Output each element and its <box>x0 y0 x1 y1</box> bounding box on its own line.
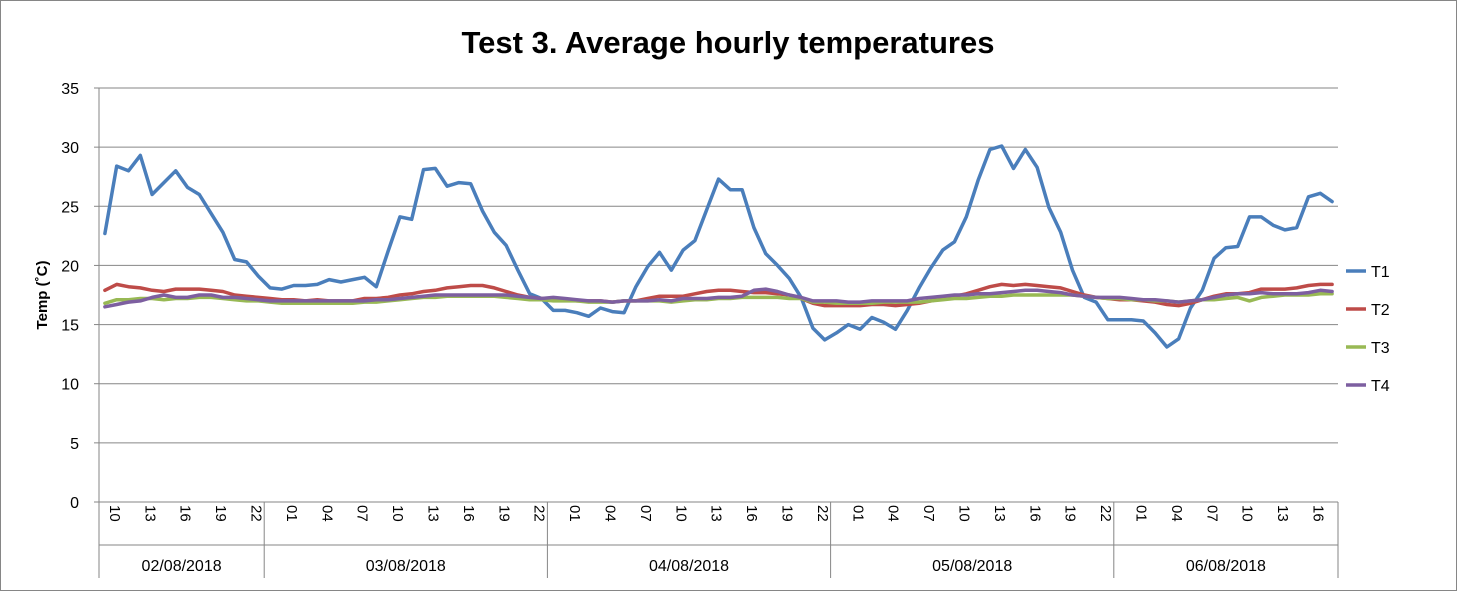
y-tick-label: 25 <box>61 199 79 216</box>
x-tick-label: 16 <box>1026 505 1043 522</box>
legend-label: T1 <box>1371 264 1390 281</box>
x-tick-label: 04 <box>1168 505 1185 522</box>
series-line-t4 <box>103 287 1334 309</box>
x-tick-label: 16 <box>177 505 194 522</box>
x-tick-label: 16 <box>1310 505 1327 522</box>
y-tick-label: 20 <box>61 258 79 275</box>
x-tick-label: 04 <box>885 505 902 522</box>
legend-label: T4 <box>1371 378 1390 395</box>
x-tick-label: 01 <box>849 505 866 522</box>
x-tick-label: 13 <box>708 505 725 522</box>
x-day-label: 05/08/2018 <box>932 558 1012 575</box>
x-tick-label: 16 <box>460 505 477 522</box>
x-tick-label: 19 <box>1062 505 1079 522</box>
x-tick-label: 07 <box>354 505 371 522</box>
y-tick-label: 5 <box>70 436 79 453</box>
x-day-label: 06/08/2018 <box>1186 558 1266 575</box>
x-tick-label: 10 <box>106 505 123 522</box>
y-axis-label: Temp (˚C) <box>34 261 51 330</box>
x-day-label: 02/08/2018 <box>142 558 222 575</box>
legend: T1 T2 T3 T4 <box>1346 264 1390 395</box>
x-tick-label: 13 <box>425 505 442 522</box>
x-tick-label: 22 <box>248 505 265 522</box>
chart-title: Test 3. Average hourly temperatures <box>462 25 995 60</box>
x-tick-label: 19 <box>495 505 512 522</box>
x-day-label: 04/08/2018 <box>649 558 729 575</box>
x-tick-label: 22 <box>531 505 548 522</box>
x-tick-label: 13 <box>1274 505 1291 522</box>
x-day-label: 03/08/2018 <box>366 558 446 575</box>
x-tick-label: 07 <box>1203 505 1220 522</box>
y-tick-label: 35 <box>61 81 79 98</box>
x-tick-label: 22 <box>814 505 831 522</box>
x-tick-label: 10 <box>1239 505 1256 522</box>
legend-label: T3 <box>1371 340 1390 357</box>
y-tick-label: 10 <box>61 377 79 394</box>
x-tick-label: 01 <box>283 505 300 522</box>
x-tick-label: 01 <box>1133 505 1150 522</box>
y-tick-label: 0 <box>70 495 79 512</box>
x-tick-label: 19 <box>212 505 229 522</box>
x-tick-label: 13 <box>991 505 1008 522</box>
x-tick-label: 19 <box>779 505 796 522</box>
x-tick-label: 16 <box>743 505 760 522</box>
x-tick-label: 07 <box>920 505 937 522</box>
y-tick-label: 30 <box>61 140 79 157</box>
x-tick-label: 04 <box>602 505 619 522</box>
y-tick-label: 15 <box>61 318 79 335</box>
x-tick-label: 10 <box>389 505 406 522</box>
x-axis: 10 13 16 19 22 01 04 07 10 13 16 19 22 01 04 07 10 13 16 19… <box>98 501 1339 578</box>
y-tick-labels: 0 5 10 15 20 25 30 35 <box>61 81 79 512</box>
x-tick-label: 07 <box>637 505 654 522</box>
gridlines <box>94 87 1338 503</box>
x-tick-label: 01 <box>566 505 583 522</box>
legend-label: T2 <box>1371 302 1390 319</box>
x-tick-label: 13 <box>141 505 158 522</box>
x-tick-label: 10 <box>956 505 973 522</box>
x-tick-label: 04 <box>318 505 335 522</box>
series-lines <box>103 144 1334 349</box>
series-line-t1 <box>103 144 1334 349</box>
x-tick-label: 10 <box>672 505 689 522</box>
x-tick-label: 22 <box>1097 505 1114 522</box>
